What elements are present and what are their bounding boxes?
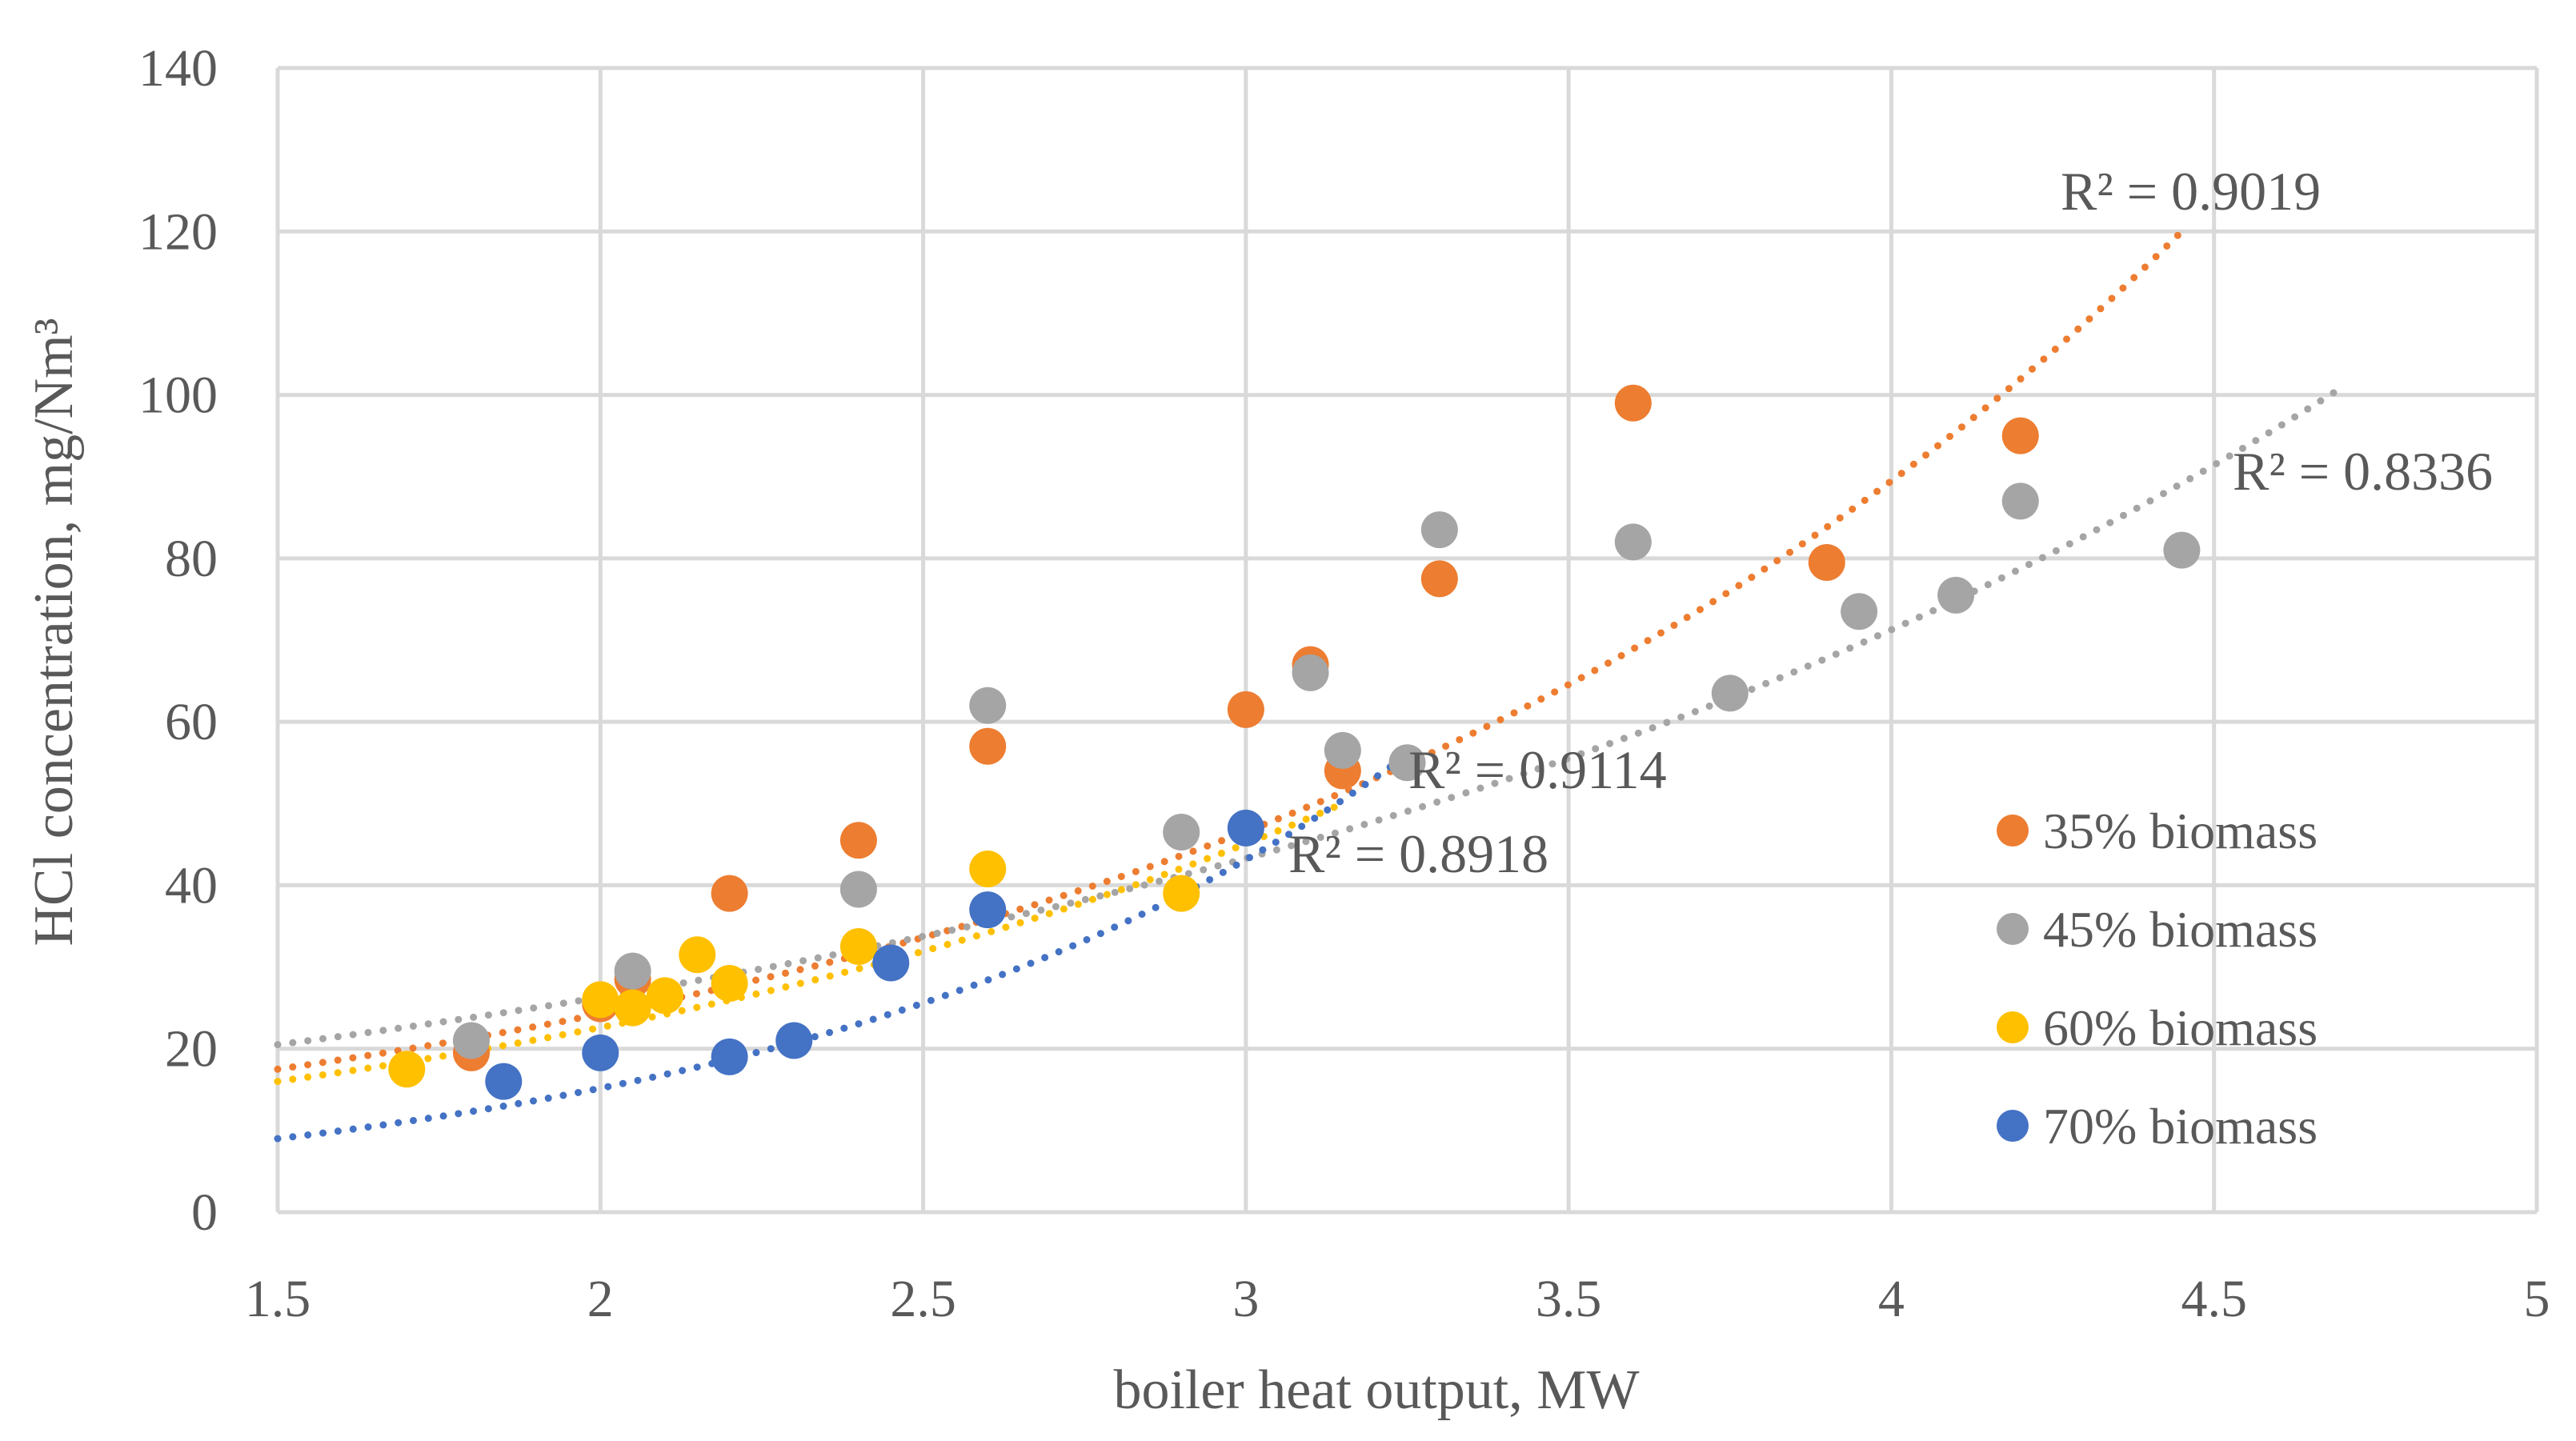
r-squared-labels: R² = 0.9019 R² = 0.8336 R² = 0.8918 R² = 0.… [1288,161,2493,884]
point-60pct-biomass [614,989,651,1027]
point-45pct-biomass [2001,482,2039,520]
point-60pct-biomass [646,977,683,1015]
y-tick-label: 120 [138,202,218,261]
gridlines [275,66,2539,1215]
point-45pct-biomass [1614,523,1652,561]
point-35pct-biomass [2001,417,2039,454]
y-tick-label: 40 [165,856,218,915]
y-tick-label: 60 [165,693,218,751]
point-45pct-biomass [2163,531,2201,569]
point-70pct-biomass [485,1063,523,1100]
x-tick-label: 5 [2524,1270,2550,1328]
data-points [388,384,2201,1100]
legend-label-45pct-biomass: 45% biomass [2043,901,2318,958]
point-60pct-biomass [679,936,716,974]
r2-label-60pct-biomass: R² = 0.8918 [1288,823,1548,884]
point-45pct-biomass [1711,674,1749,712]
x-tick-label: 1.5 [245,1270,311,1328]
r2-label-35pct-biomass: R² = 0.9019 [2061,161,2321,222]
x-tick-label: 2 [587,1270,614,1328]
point-45pct-biomass [969,686,1007,724]
point-45pct-biomass [1420,511,1458,549]
x-tick-label: 4.5 [2181,1270,2247,1328]
point-45pct-biomass [1163,814,1200,851]
trendline-70pct-biomass [274,751,1411,1143]
point-45pct-biomass [452,1022,490,1059]
point-35pct-biomass [1808,543,1845,581]
y-tick-label: 20 [165,1020,218,1079]
y-axis-title: HCl concentration, mg/Nm³ [23,318,85,946]
point-60pct-biomass [969,851,1007,887]
point-70pct-biomass [582,1034,619,1071]
point-35pct-biomass [969,727,1007,765]
r2-label-70pct-biomass: R² = 0.9114 [1408,739,1667,800]
r2-label-45pct-biomass: R² = 0.8336 [2233,441,2493,502]
legend-label-70pct-biomass: 70% biomass [2043,1098,2318,1155]
point-70pct-biomass [711,1038,748,1075]
point-45pct-biomass [1292,654,1329,691]
y-tick-label: 140 [138,39,218,98]
point-35pct-biomass [711,875,748,912]
point-45pct-biomass [1841,593,1878,630]
point-60pct-biomass [711,965,748,1002]
legend-marker-35pct-biomass [1997,815,2029,847]
point-70pct-biomass [1227,809,1264,847]
trendline-45pct-biomass [274,382,2347,1049]
y-tick-label: 100 [138,366,218,425]
y-tick-label: 0 [191,1183,218,1242]
point-60pct-biomass [839,928,877,966]
point-60pct-biomass [1163,875,1200,912]
x-tick-label: 3.5 [1536,1270,1602,1328]
legend-marker-45pct-biomass [1997,913,2029,945]
x-tick-label: 3 [1232,1270,1259,1328]
legend-marker-60pct-biomass [1997,1011,2029,1043]
point-45pct-biomass [1937,576,1975,614]
point-45pct-biomass [1388,744,1426,782]
point-35pct-biomass [1420,560,1458,598]
x-tick-label: 4 [1878,1270,1905,1328]
point-60pct-biomass [582,981,619,1019]
point-35pct-biomass [839,822,877,859]
point-45pct-biomass [614,952,651,990]
x-axis-title: boiler heat output, MW [1113,1359,1639,1421]
point-35pct-biomass [1227,690,1264,728]
x-tick-label: 2.5 [890,1270,956,1328]
point-60pct-biomass [388,1051,426,1088]
y-axis-tick-labels: 0 20 40 60 80 100 120 140 [138,39,218,1242]
legend-label-60pct-biomass: 60% biomass [2043,999,2318,1056]
point-70pct-biomass [775,1022,813,1059]
legend-label-35pct-biomass: 35% biomass [2043,803,2318,859]
point-35pct-biomass [1614,384,1652,422]
trendline-35pct-biomass [274,227,2185,1073]
x-axis-tick-labels: 1.5 2 2.5 3 3.5 4 4.5 5 [245,1270,2550,1328]
y-tick-label: 80 [165,530,218,588]
point-70pct-biomass [969,891,1007,929]
legend-marker-70pct-biomass [1997,1110,2029,1142]
point-45pct-biomass [1324,731,1361,769]
point-45pct-biomass [839,871,877,908]
point-70pct-biomass [872,944,910,982]
legend: 35% biomass 45% biomass 60% biomass 70% bio… [1997,803,2318,1155]
